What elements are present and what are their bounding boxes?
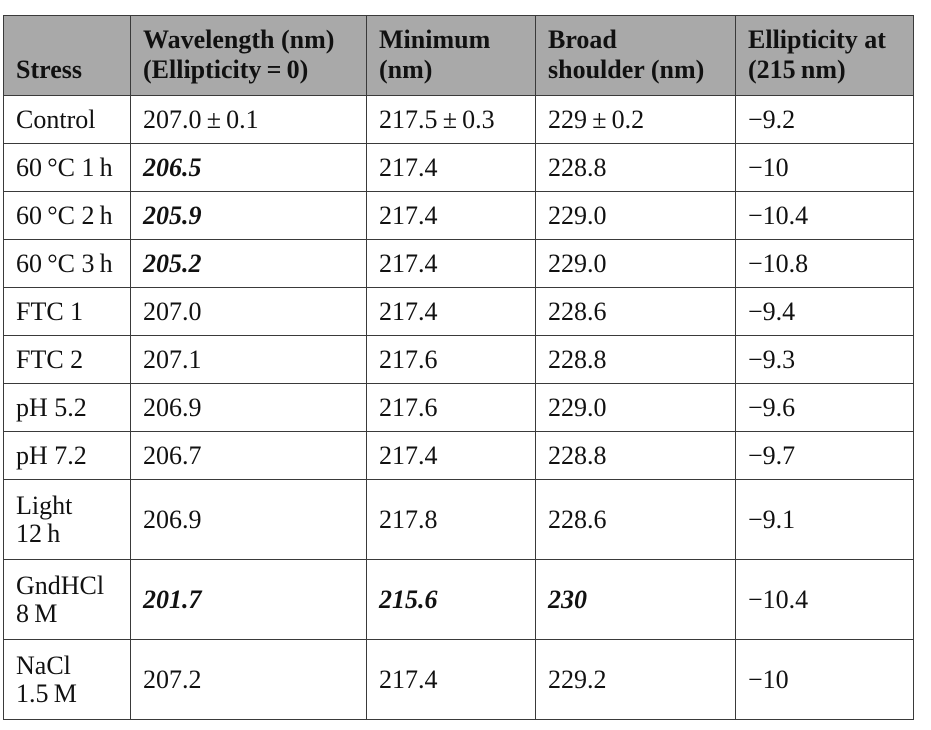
cell-stress: 60 °C 2 h xyxy=(3,191,131,240)
table-row: 60 °C 3 h 205.2 217.4 229.0 −10.8 xyxy=(3,239,914,288)
cell-stress: GndHCl 8 M xyxy=(3,559,131,640)
cell-stress-line: Light xyxy=(16,490,73,520)
table-header: Stress Wavelength (nm) (Ellipticity = 0) Mi… xyxy=(3,15,914,96)
header-minimum-line: (nm) xyxy=(379,55,433,84)
cell-wavelength: 207.2 xyxy=(130,639,367,720)
cell-ellipticity: −9.6 xyxy=(735,383,914,432)
header-ellipticity-line: Ellipticity at xyxy=(748,25,886,54)
table-row: GndHCl 8 M 201.7 215.6 230 −10.4 xyxy=(3,559,914,640)
header-broad-shoulder: Broad shoulder (nm) xyxy=(535,15,736,96)
header-row: Stress Wavelength (nm) (Ellipticity = 0) Mi… xyxy=(3,15,914,96)
cell-stress: Light 12 h xyxy=(3,479,131,560)
header-wavelength: Wavelength (nm) (Ellipticity = 0) xyxy=(130,15,367,96)
cell-stress: pH 5.2 xyxy=(3,383,131,432)
cell-stress-line: 1.5 M xyxy=(16,678,77,708)
cell-wavelength: 206.5 xyxy=(130,143,367,192)
cell-wavelength: 206.7 xyxy=(130,431,367,480)
cell-minimum: 217.6 xyxy=(366,335,536,384)
cell-ellipticity: −9.7 xyxy=(735,431,914,480)
table-row: pH 7.2 206.7 217.4 228.8 −9.7 xyxy=(3,431,914,480)
table-row: 60 °C 1 h 206.5 217.4 228.8 −10 xyxy=(3,143,914,192)
cell-stress-line: FTC 1 xyxy=(16,296,84,326)
cell-minimum: 217.4 xyxy=(366,287,536,336)
table-row: NaCl 1.5 M 207.2 217.4 229.2 −10 xyxy=(3,639,914,720)
cell-stress-line: pH 5.2 xyxy=(16,392,87,422)
cell-wavelength: 207.1 xyxy=(130,335,367,384)
header-ellipticity: Ellipticity at (215 nm) xyxy=(735,15,914,96)
cell-stress: 60 °C 3 h xyxy=(3,239,131,288)
cell-ellipticity: −9.4 xyxy=(735,287,914,336)
cell-stress-line: GndHCl xyxy=(16,570,105,600)
cell-ellipticity: −10 xyxy=(735,639,914,720)
cell-ellipticity: −10.4 xyxy=(735,559,914,640)
header-broad-shoulder-line: shoulder (nm) xyxy=(548,55,705,84)
table-row: FTC 1 207.0 217.4 228.6 −9.4 xyxy=(3,287,914,336)
header-broad-shoulder-line: Broad xyxy=(548,25,617,54)
cell-stress-line: 60 °C 3 h xyxy=(16,248,113,278)
table-row: 60 °C 2 h 205.9 217.4 229.0 −10.4 xyxy=(3,191,914,240)
header-stress: Stress xyxy=(3,15,131,96)
cell-broad-shoulder: 228.8 xyxy=(535,431,736,480)
cell-ellipticity: −9.1 xyxy=(735,479,914,560)
cell-minimum: 217.4 xyxy=(366,191,536,240)
cell-minimum: 217.4 xyxy=(366,639,536,720)
cell-minimum: 217.8 xyxy=(366,479,536,560)
cell-broad-shoulder: 229.0 xyxy=(535,383,736,432)
cell-stress-line: 12 h xyxy=(16,518,61,548)
header-minimum-line: Minimum xyxy=(379,25,491,54)
table-row: pH 5.2 206.9 217.6 229.0 −9.6 xyxy=(3,383,914,432)
cell-stress: Control xyxy=(3,95,131,144)
cell-minimum: 217.4 xyxy=(366,431,536,480)
cell-minimum: 215.6 xyxy=(366,559,536,640)
cell-broad-shoulder: 228.8 xyxy=(535,335,736,384)
header-wavelength-line: Wavelength (nm) xyxy=(143,25,335,54)
cell-stress-line: pH 7.2 xyxy=(16,440,87,470)
cell-wavelength: 207.0 xyxy=(130,287,367,336)
cell-minimum: 217.6 xyxy=(366,383,536,432)
cell-stress: 60 °C 1 h xyxy=(3,143,131,192)
table-row: Light 12 h 206.9 217.8 228.6 −9.1 xyxy=(3,479,914,560)
cell-ellipticity: −9.3 xyxy=(735,335,914,384)
cell-stress: FTC 2 xyxy=(3,335,131,384)
cell-ellipticity: −10.4 xyxy=(735,191,914,240)
cell-broad-shoulder: 229.0 xyxy=(535,191,736,240)
cell-broad-shoulder: 228.8 xyxy=(535,143,736,192)
cell-broad-shoulder: 230 xyxy=(535,559,736,640)
cell-ellipticity: −10 xyxy=(735,143,914,192)
cell-stress-line: 8 M xyxy=(16,598,58,628)
cell-minimum: 217.4 xyxy=(366,239,536,288)
stress-data-table: Stress Wavelength (nm) (Ellipticity = 0) Mi… xyxy=(3,15,914,720)
cell-wavelength: 205.2 xyxy=(130,239,367,288)
cell-ellipticity: −10.8 xyxy=(735,239,914,288)
header-minimum: Minimum (nm) xyxy=(366,15,536,96)
cell-ellipticity: −9.2 xyxy=(735,95,914,144)
header-ellipticity-line: (215 nm) xyxy=(748,55,846,84)
cell-stress-line: FTC 2 xyxy=(16,344,84,374)
cell-minimum: 217.4 xyxy=(366,143,536,192)
table-row: Control 207.0 ± 0.1 217.5 ± 0.3 229 ± 0.2 −9… xyxy=(3,95,914,144)
cell-stress-line: 60 °C 2 h xyxy=(16,200,113,230)
table-row: FTC 2 207.1 217.6 228.8 −9.3 xyxy=(3,335,914,384)
cell-wavelength: 206.9 xyxy=(130,383,367,432)
cell-broad-shoulder: 228.6 xyxy=(535,479,736,560)
cell-stress: NaCl 1.5 M xyxy=(3,639,131,720)
cell-broad-shoulder: 228.6 xyxy=(535,287,736,336)
cell-stress-line: Control xyxy=(16,104,96,134)
cell-wavelength: 207.0 ± 0.1 xyxy=(130,95,367,144)
cell-wavelength: 206.9 xyxy=(130,479,367,560)
cell-minimum: 217.5 ± 0.3 xyxy=(366,95,536,144)
cell-wavelength: 201.7 xyxy=(130,559,367,640)
cell-stress-line: NaCl xyxy=(16,650,71,680)
table-body: Control 207.0 ± 0.1 217.5 ± 0.3 229 ± 0.2 −9… xyxy=(3,95,914,720)
cell-stress-line: 60 °C 1 h xyxy=(16,152,113,182)
cell-broad-shoulder: 229.2 xyxy=(535,639,736,720)
cell-stress: FTC 1 xyxy=(3,287,131,336)
cell-broad-shoulder: 229.0 xyxy=(535,239,736,288)
cell-broad-shoulder: 229 ± 0.2 xyxy=(535,95,736,144)
cell-wavelength: 205.9 xyxy=(130,191,367,240)
header-wavelength-line: (Ellipticity = 0) xyxy=(143,55,309,84)
header-stress-line: Stress xyxy=(16,55,82,84)
cell-stress: pH 7.2 xyxy=(3,431,131,480)
